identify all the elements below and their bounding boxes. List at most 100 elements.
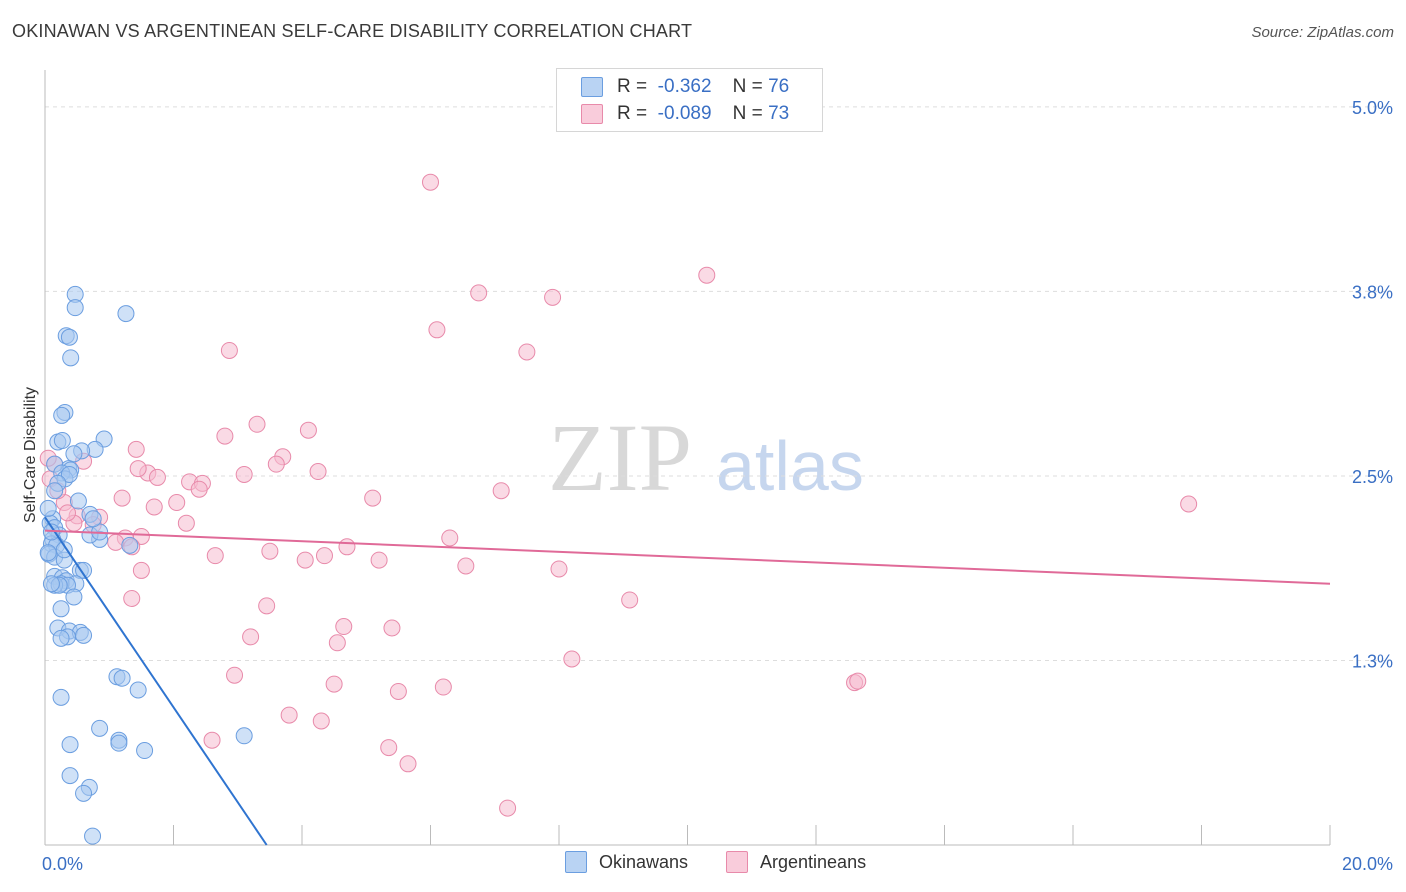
correlation-legend: R = -0.362 N = 76 R = -0.089 N = 73 <box>556 68 823 132</box>
argentineans-point <box>132 561 150 579</box>
legend-r-label: R = <box>617 76 648 97</box>
trend-lines <box>44 516 1331 846</box>
y-tick-label: 3.8% <box>1352 282 1393 302</box>
okinawans-points <box>39 285 253 845</box>
okinawans-legend-swatch <box>565 851 587 873</box>
argentineans-point <box>441 529 459 547</box>
legend-item-okinawans[interactable]: Okinawans <box>565 851 688 873</box>
argentineans-point <box>168 494 186 512</box>
okinawans-point <box>84 510 102 528</box>
okinawans-point <box>136 742 154 760</box>
legend-row-argentineans: R = -0.089 N = 73 <box>581 101 789 127</box>
okinawans-point <box>39 499 57 517</box>
legend-n-label: N = <box>732 76 763 97</box>
argentineans-point <box>550 560 568 578</box>
argentineans-point <box>428 321 446 339</box>
argentineans-point <box>325 675 343 693</box>
argentineans-point <box>58 504 76 522</box>
gridlines <box>45 106 1390 661</box>
argentineans-point <box>226 666 244 684</box>
okinawans-point <box>117 305 135 323</box>
okinawans-point <box>84 827 102 845</box>
okinawans-legend-label: Okinawans <box>599 851 689 872</box>
argentineans-point <box>457 557 475 575</box>
argentineans-point <box>422 173 439 191</box>
okinawans-point <box>75 626 93 644</box>
okinawans-point <box>113 669 131 687</box>
argentineans-point <box>296 551 314 569</box>
argentineans-point <box>190 480 208 498</box>
argentineans-point <box>364 489 382 507</box>
okinawans-swatch <box>581 77 603 97</box>
okinawans-point <box>129 681 147 699</box>
source-label: Source: ZipAtlas.com <box>1251 24 1394 41</box>
argentineans-point <box>312 712 330 730</box>
argentineans-point <box>389 682 407 700</box>
okinawans-point <box>52 629 70 647</box>
legend-n-value: 76 <box>768 76 790 97</box>
argentineans-swatch <box>581 104 603 124</box>
okinawans-point <box>60 465 78 483</box>
okinawans-point <box>55 541 73 559</box>
chart-title: OKINAWAN VS ARGENTINEAN SELF-CARE DISABI… <box>12 21 693 41</box>
argentineans-point <box>621 591 639 609</box>
okinawans-point <box>39 544 57 562</box>
argentineans-point <box>145 498 163 516</box>
y-tick-label: 1.3% <box>1352 651 1393 671</box>
okinawans-point <box>52 600 70 618</box>
argentineans-point <box>1180 495 1198 513</box>
argentineans-point <box>220 341 238 359</box>
argentineans-point <box>338 538 356 556</box>
legend-r-label: R = <box>617 103 648 124</box>
okinawans-point <box>42 575 60 593</box>
okinawans-point <box>110 734 128 752</box>
argentineans-point <box>470 284 488 302</box>
okinawans-point <box>46 482 64 500</box>
argentineans-point <box>434 678 452 696</box>
legend-row-okinawans: R = -0.362 N = 76 <box>581 74 789 100</box>
okinawans-point <box>61 736 79 754</box>
argentineans-point <box>380 739 398 757</box>
okinawans-point <box>121 536 139 554</box>
y-tick-label: 5.0% <box>1352 98 1393 118</box>
argentineans-point <box>267 455 285 473</box>
argentineans-point <box>544 288 562 306</box>
y-tick-label: 2.5% <box>1352 467 1393 487</box>
okinawans-point <box>65 445 83 463</box>
argentineans-point <box>328 634 346 652</box>
argentineans-point <box>148 468 166 486</box>
okinawans-point <box>235 727 253 745</box>
x-tick-label: 20.0% <box>1342 854 1393 874</box>
argentineans-point <box>698 266 716 284</box>
argentineans-point <box>248 415 266 433</box>
watermark-zip: ZIP <box>548 404 692 511</box>
legend-item-argentineans[interactable]: Argentineans <box>726 851 866 873</box>
okinawans-point <box>52 688 70 706</box>
okinawans-point <box>61 767 79 785</box>
okinawans-trend-line <box>44 516 268 846</box>
okinawans-point <box>53 432 71 450</box>
tick-labels: 1.3% 2.5% 3.8% 5.0% 0.0% 20.0% <box>42 98 1393 874</box>
argentineans-point <box>849 672 867 690</box>
legend-n-value: 73 <box>768 103 790 124</box>
argentineans-point <box>335 618 353 636</box>
series-legend: Okinawans Argentineans <box>0 851 1406 879</box>
legend-r-value: -0.362 <box>657 76 712 97</box>
argentineans-point <box>123 589 141 607</box>
okinawans-point <box>65 588 83 606</box>
okinawans-point <box>69 492 87 510</box>
argentineans-point <box>203 731 221 749</box>
argentineans-point <box>309 463 327 481</box>
argentineans-point <box>113 489 131 507</box>
okinawans-point <box>75 784 93 802</box>
y-axis-label: Self-Care Disability <box>22 387 39 523</box>
argentineans-point <box>370 551 388 569</box>
argentineans-point <box>107 533 125 551</box>
argentineans-point <box>492 482 510 500</box>
okinawans-point <box>75 561 93 579</box>
watermark-atlas: atlas <box>716 427 864 505</box>
argentineans-trend-line <box>44 529 1331 585</box>
x-tick-label: 0.0% <box>42 854 83 874</box>
okinawans-point <box>62 349 80 367</box>
argentineans-legend-label: Argentineans <box>760 851 867 872</box>
